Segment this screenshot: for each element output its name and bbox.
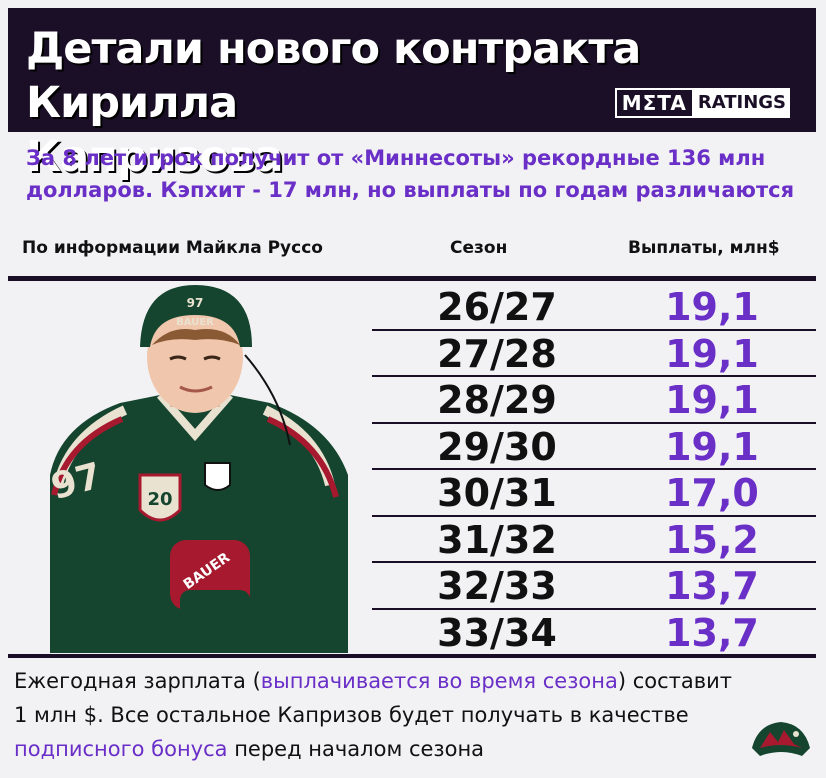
meta-ratings-logo: MΣTA RATINGS	[614, 88, 790, 118]
table-row: 27/28 19,1	[372, 331, 816, 377]
payments-table: 26/27 19,1 27/28 19,1 28/29 19,1 29/30 19,1 30/3…	[372, 284, 816, 656]
player-photo-illustration: 97 20 97 BAUER BAUER	[47, 285, 348, 653]
payment-cell: 13,7	[665, 564, 759, 608]
patch-number: 20	[147, 489, 172, 510]
subtitle: За 8 лет игрок получит от «Миннесоты» ре…	[26, 142, 806, 206]
footer-text: Ежегодная зарплата (	[14, 669, 261, 693]
table-row: 32/33 13,7	[372, 563, 816, 610]
footer-line-1: Ежегодная зарплата (выплачивается во вре…	[14, 664, 814, 698]
season-cell: 26/27	[437, 285, 557, 329]
table-row: 31/32 15,2	[372, 517, 816, 563]
payment-cell: 15,2	[665, 517, 759, 562]
footer-highlight-bonus: подписного бонуса	[14, 737, 228, 761]
payment-cell: 19,1	[665, 285, 759, 329]
payment-cell: 19,1	[665, 424, 759, 469]
season-cell: 28/29	[437, 378, 557, 422]
season-cell: 32/33	[437, 564, 557, 608]
payment-cell: 17,0	[665, 471, 759, 515]
footer-line-2: 1 млн $. Все остальное Капризов будет по…	[14, 703, 689, 727]
season-cell: 27/28	[437, 331, 557, 376]
table-row: 33/34 13,7	[372, 610, 816, 657]
header-banner: Детали нового контракта Кирилла Капризов…	[8, 8, 816, 182]
payment-cell: 19,1	[665, 378, 759, 422]
nhl-shield-icon	[204, 462, 231, 491]
footer-highlight-season: выплачивается во время сезона	[260, 669, 618, 693]
table-top-divider	[8, 276, 816, 281]
season-cell: 31/32	[437, 517, 557, 562]
column-header-source: По информации Майкла Руссо	[22, 238, 323, 258]
page-title: Детали нового контракта Кирилла Капризов…	[26, 22, 806, 184]
minnesota-wild-logo-icon	[752, 722, 810, 756]
table-row: 26/27 19,1	[372, 284, 816, 331]
payment-cell: 19,1	[665, 331, 759, 376]
column-header-season: Сезон	[450, 238, 508, 258]
footer-text: ) составит	[617, 669, 732, 693]
table-bottom-divider	[8, 654, 816, 658]
payment-cell: 13,7	[665, 610, 759, 655]
season-cell: 30/31	[437, 471, 557, 515]
table-row: 30/31 17,0	[372, 470, 816, 517]
table-row: 28/29 19,1	[372, 377, 816, 424]
subtitle-line-2: долларов. Кэпхит - 17 млн, но выплаты по…	[26, 178, 795, 202]
title-line-1: Детали нового контракта Кирилла	[26, 24, 641, 128]
season-cell: 33/34	[437, 610, 557, 655]
helmet-number: 97	[187, 296, 204, 310]
helmet-brand: BAUER	[176, 317, 214, 328]
logo-meta-text: MΣTA	[614, 88, 694, 118]
column-header-payments: Выплаты, млн$	[628, 238, 780, 258]
table-row: 29/30 19,1	[372, 424, 816, 470]
logo-ratings-text: RATINGS	[693, 88, 790, 118]
subtitle-line-1: За 8 лет игрок получит от «Миннесоты» ре…	[26, 146, 766, 170]
footer-line-3: подписного бонуса перед началом сезона	[14, 732, 814, 766]
title-line-2: Капризова	[26, 132, 284, 182]
footer-note: Ежегодная зарплата (выплачивается во вре…	[14, 664, 814, 766]
season-cell: 29/30	[437, 424, 557, 469]
footer-text: перед началом сезона	[227, 737, 485, 761]
